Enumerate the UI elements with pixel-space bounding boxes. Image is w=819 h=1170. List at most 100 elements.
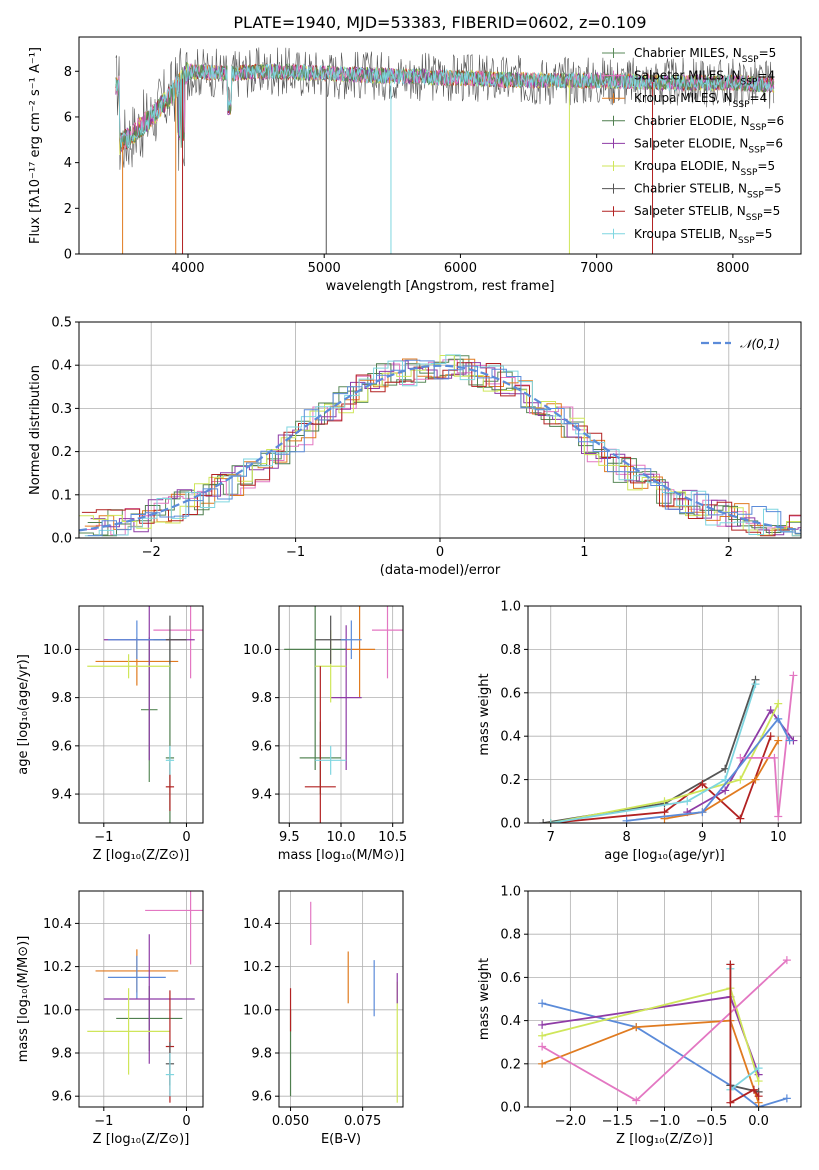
x-tick-label: 7000 bbox=[580, 261, 613, 276]
weight-line bbox=[626, 717, 791, 822]
weight-marker bbox=[736, 753, 745, 762]
plot-area bbox=[284, 606, 403, 823]
x-tick-label: −1.0 bbox=[649, 1114, 681, 1129]
axes-frame bbox=[78, 890, 204, 1108]
weight-marker bbox=[726, 1098, 735, 1107]
axes-frame bbox=[278, 890, 404, 1108]
y-tick-label: 0.6 bbox=[500, 686, 521, 701]
y-tick-label: 0.8 bbox=[500, 928, 521, 943]
data-point bbox=[87, 654, 170, 679]
y-tick-label: 9.8 bbox=[251, 691, 272, 706]
x-tick-label: 0 bbox=[436, 545, 444, 560]
weight-marker bbox=[754, 1092, 763, 1101]
legend-label: Kroupa ELODIE, NSSP=5 bbox=[634, 159, 775, 178]
panel-1: 4000 5000 6000 7000 8000 0 2 4 6 8 wavelength [Ang… bbox=[28, 36, 802, 294]
x-tick-label: 0.075 bbox=[344, 1114, 381, 1129]
y-tick-label: 10.0 bbox=[43, 643, 72, 658]
y-tick-label: 0.2 bbox=[500, 773, 521, 788]
x-tick-label: 8000 bbox=[716, 261, 749, 276]
x-tick-label: −1 bbox=[94, 830, 113, 845]
weight-marker bbox=[698, 779, 707, 788]
axes-frame bbox=[78, 605, 204, 824]
y-tick-label: 0 bbox=[64, 248, 72, 263]
x-axis-label: Z [log₁₀(Z/Z⊙)] bbox=[93, 1132, 190, 1147]
legend: 𝒩(0,1) bbox=[701, 337, 780, 351]
data-point bbox=[344, 606, 376, 698]
y-tick-label: 10.4 bbox=[243, 917, 272, 932]
legend-label: Salpeter ELODIE, NSSP=6 bbox=[634, 136, 783, 155]
weight-marker bbox=[698, 808, 707, 817]
y-tick-label: 1.0 bbox=[500, 885, 521, 900]
data-point bbox=[145, 891, 203, 965]
y-axis-label: mass [log₁₀(M/M⊙)] bbox=[16, 936, 31, 1063]
plot-area bbox=[538, 956, 791, 1107]
y-tick-label: 10.2 bbox=[243, 960, 272, 975]
data-point bbox=[103, 934, 195, 1064]
y-tick-label: 9.8 bbox=[251, 1047, 272, 1062]
figure-title: PLATE=1940, MJD=53383, FIBERID=0602, z=0… bbox=[233, 13, 646, 32]
histogram-step bbox=[90, 360, 801, 536]
x-tick-label: −1 bbox=[286, 545, 305, 560]
weight-marker bbox=[766, 732, 775, 741]
x-tick-label: −1 bbox=[94, 1114, 113, 1129]
y-tick-label: 0.0 bbox=[500, 817, 521, 832]
weight-marker bbox=[660, 797, 669, 806]
panel-4: 9.5 10.0 10.5 9.4 9.6 9.8 10.0 mass [log₁₀(M/M⊙… bbox=[243, 605, 407, 863]
weight-marker bbox=[754, 1077, 763, 1086]
histogram-step bbox=[81, 362, 801, 537]
weight-line bbox=[543, 679, 757, 823]
weight-marker bbox=[538, 1031, 547, 1040]
x-tick-label: 0.050 bbox=[272, 1114, 309, 1129]
x-tick-label: 10 bbox=[770, 830, 787, 845]
y-tick-label: 0.4 bbox=[500, 730, 521, 745]
panel-2: −2 −1 0 1 2 0.0 0.1 0.2 0.3 0.4 0.5 (data-model)/er… bbox=[28, 316, 802, 578]
legend-label: Kroupa STELIB, NSSP=5 bbox=[634, 227, 772, 246]
y-tick-label: 0.2 bbox=[51, 445, 72, 460]
data-point bbox=[165, 1053, 175, 1097]
axes-frame bbox=[278, 605, 404, 824]
legend-label: Chabrier STELIB, NSSP=5 bbox=[634, 182, 782, 201]
weight-line bbox=[541, 987, 760, 1082]
y-tick-label: 10.2 bbox=[43, 960, 72, 975]
weight-line bbox=[729, 964, 759, 1093]
data-point bbox=[330, 625, 362, 770]
panel-8: −2.0 −1.5 −1.0 −0.5 0.0 0.0 0.2 0.4 0.6 0.8 1.0 Z [… bbox=[477, 885, 802, 1147]
plot-area bbox=[79, 354, 801, 537]
x-tick-label: −1.5 bbox=[602, 1114, 634, 1129]
weight-marker bbox=[538, 1059, 547, 1068]
histogram-step bbox=[79, 355, 801, 536]
y-tick-label: 9.6 bbox=[251, 1090, 272, 1105]
weight-marker bbox=[774, 736, 783, 745]
weight-marker bbox=[749, 1085, 758, 1094]
axes-frame bbox=[78, 321, 802, 539]
panel-6: −1 0 9.6 9.8 10.0 10.2 10.4 Z [log₁₀(Z/Z⊙)] mass… bbox=[16, 890, 204, 1147]
y-axis-label: mass weight bbox=[477, 958, 492, 1040]
y-tick-label: 9.6 bbox=[51, 1090, 72, 1105]
x-tick-label: −2 bbox=[142, 545, 161, 560]
legend-label: Salpeter STELIB, NSSP=5 bbox=[634, 204, 780, 223]
axes-frame bbox=[527, 605, 802, 824]
weight-marker bbox=[789, 671, 798, 680]
data-point bbox=[107, 620, 166, 660]
plot-area bbox=[87, 891, 203, 1103]
y-tick-label: 0.0 bbox=[500, 1101, 521, 1116]
data-point bbox=[153, 606, 203, 679]
legend-label: Kroupa MILES, NSSP=4 bbox=[634, 91, 767, 110]
legend-label: Chabrier MILES, NSSP=5 bbox=[634, 46, 776, 65]
data-point bbox=[315, 745, 347, 775]
weight-marker bbox=[539, 819, 548, 823]
x-tick-label: 9 bbox=[698, 830, 706, 845]
y-axis-label: mass weight bbox=[477, 673, 492, 755]
x-tick-label: 0 bbox=[182, 1114, 190, 1129]
x-tick-label: 2 bbox=[725, 545, 733, 560]
data-point bbox=[87, 988, 170, 1075]
x-tick-label: −0.5 bbox=[696, 1114, 728, 1129]
y-tick-label: 9.6 bbox=[51, 739, 72, 754]
weight-line bbox=[664, 740, 780, 820]
weight-line bbox=[541, 1019, 760, 1103]
y-tick-label: 9.4 bbox=[51, 788, 72, 803]
legend-label: 𝒩(0,1) bbox=[740, 337, 780, 351]
y-tick-label: 0.1 bbox=[51, 488, 72, 503]
x-tick-label: 1 bbox=[580, 545, 588, 560]
